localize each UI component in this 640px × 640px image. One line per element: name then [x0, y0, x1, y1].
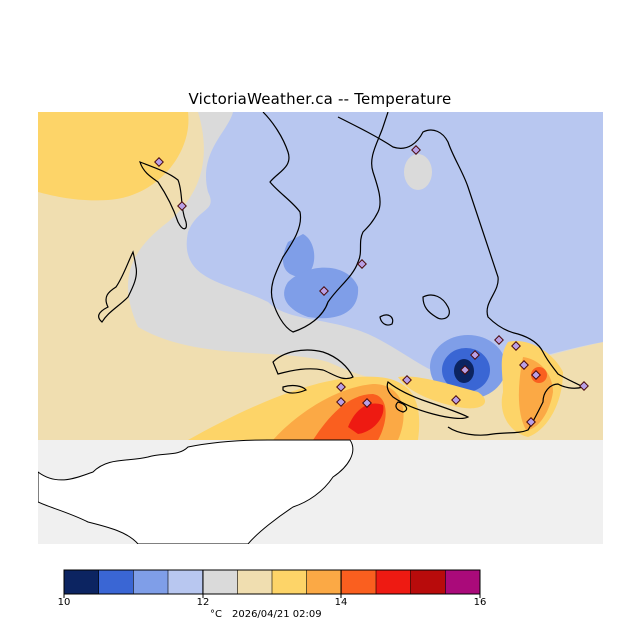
legend-tick: 10: [57, 597, 71, 608]
legend-swatch: [98, 570, 134, 594]
peninsula-nw: [139, 161, 188, 230]
temperature-map: [38, 112, 603, 544]
legend-swatch: [168, 570, 204, 594]
station-marker: [177, 201, 187, 211]
coastlines: [98, 112, 585, 436]
timestamp: 2026/04/21 02:09: [231, 609, 322, 620]
station-marker: [531, 370, 541, 380]
legend-swatch: [272, 570, 308, 594]
zone-hottest-south: [348, 403, 384, 434]
small-island-2: [379, 314, 394, 326]
legend-swatch: [376, 570, 412, 594]
legend-swatch: [341, 570, 377, 594]
station-marker: [319, 286, 329, 296]
small-island-1: [422, 294, 450, 320]
station-marker: [526, 417, 536, 427]
station-marker: [336, 397, 346, 407]
south-island: [38, 439, 354, 544]
west-island-coast: [98, 250, 138, 323]
color-legend: [63, 569, 481, 598]
legend-swatch: [237, 570, 273, 594]
legend-swatch: [64, 570, 100, 594]
zone-warm-nw: [38, 112, 189, 201]
station-marker: [579, 381, 589, 391]
station-marker: [511, 341, 521, 351]
legend-tick: 12: [196, 597, 210, 608]
small-island-3: [282, 384, 307, 394]
station-marker: [411, 145, 421, 155]
chart-title: VictoriaWeather.ca -- Temperature: [188, 90, 452, 108]
station-marker: [470, 350, 480, 360]
small-island-4: [395, 401, 408, 413]
cove: [272, 349, 354, 380]
legend-swatch: [133, 570, 169, 594]
station-marker: [362, 398, 372, 408]
unit-label: °C: [210, 609, 222, 620]
stations: [154, 145, 589, 427]
strait-coast: [386, 381, 470, 420]
legend-swatch: [306, 570, 342, 594]
station-marker: [494, 335, 504, 345]
legend-swatch: [410, 570, 446, 594]
station-marker: [336, 382, 346, 392]
legend-swatch: [202, 570, 238, 594]
legend-swatch: [445, 570, 481, 594]
station-marker: [519, 360, 529, 370]
zone-warm-strip: [398, 376, 486, 409]
station-marker: [402, 375, 412, 385]
east-coast: [337, 116, 585, 436]
legend-tick: 14: [334, 597, 348, 608]
legend-caption: °C 2026/04/21 02:09: [210, 609, 332, 620]
station-marker: [451, 395, 461, 405]
zone-cool: [186, 112, 603, 378]
station-marker: [154, 157, 164, 167]
zone-warm-spot: [404, 154, 432, 190]
temperature-field: [38, 112, 603, 440]
legend-tick: 16: [473, 597, 487, 608]
main-west-coast: [262, 112, 389, 333]
station-marker: [357, 259, 367, 269]
legend-swatches: [64, 570, 481, 594]
station-marker: [460, 365, 470, 375]
